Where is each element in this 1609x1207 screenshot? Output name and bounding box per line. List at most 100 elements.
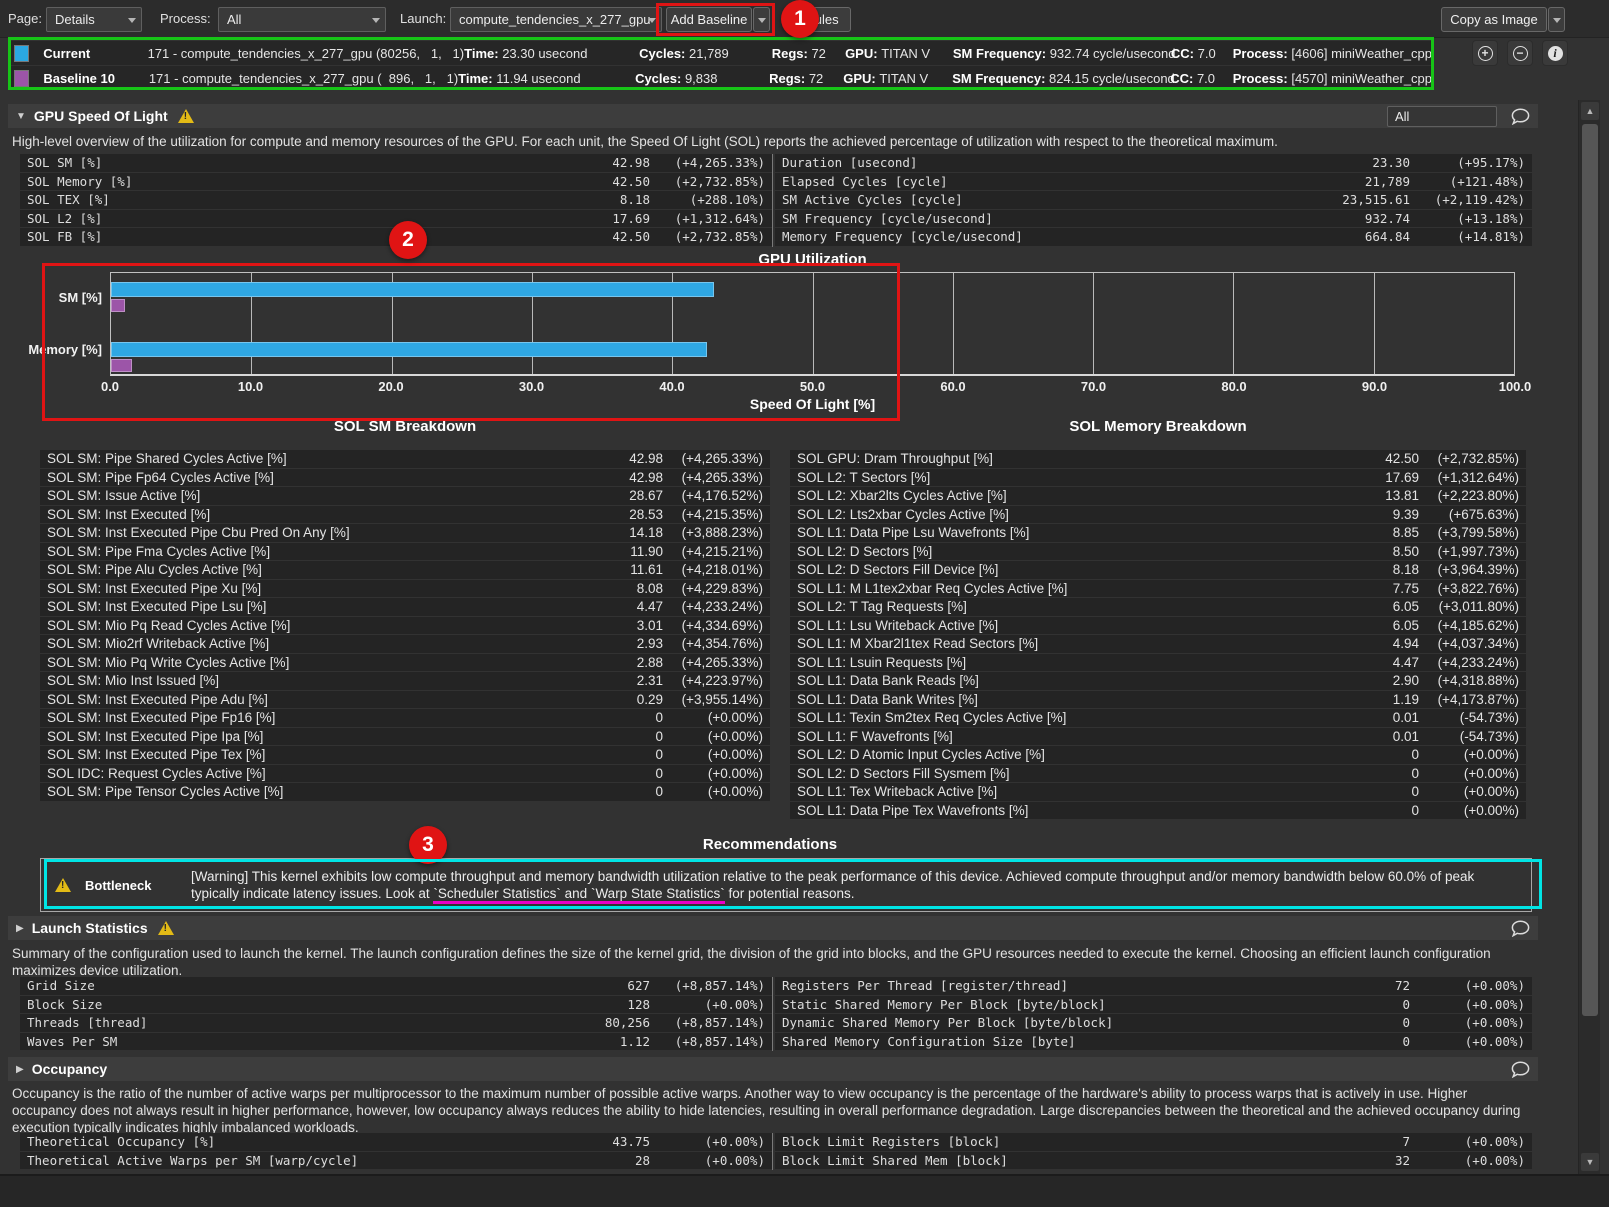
sm-frequency-value: 824.15 cycle/usecond <box>1049 70 1175 86</box>
comment-icon[interactable] <box>1511 919 1530 937</box>
table-row: Threads [thread] 80,256 (+8,857.14%) <box>20 1014 772 1032</box>
x-tick-label: 100.0 <box>1498 379 1532 394</box>
metric-value: 0.01 <box>1392 728 1419 744</box>
metric-name: SOL L2 [%] <box>27 210 103 226</box>
metric-name: Block Limit Registers [block] <box>782 1134 1001 1150</box>
comment-icon[interactable] <box>1511 1060 1530 1078</box>
table-row: Block Limit Registers [block] 7 (+0.00%) <box>775 1133 1532 1151</box>
metric-value: 42.98 <box>629 451 663 467</box>
page-label: Page: <box>8 11 42 26</box>
rules-label: Rules <box>805 12 839 27</box>
metric-name: Static Shared Memory Per Block [byte/blo… <box>782 996 1106 1012</box>
metric-name: SOL Memory [%] <box>27 173 133 189</box>
vertical-scrollbar[interactable]: ▲ ▼ <box>1578 100 1600 1174</box>
recommendations-title: Recommendations <box>702 836 838 853</box>
metric-value: 4.47 <box>1392 654 1419 670</box>
sol-filter-select[interactable]: All <box>1387 105 1497 127</box>
metric-name: Waves Per SM <box>27 1033 118 1049</box>
process-select[interactable]: All <box>218 7 386 32</box>
metric-change: (+3,964.39%) <box>1437 562 1519 578</box>
toolbar: Page: Details Process: All Launch: compu… <box>0 0 1609 38</box>
metric-name: SOL L2: D Sectors [%] <box>797 543 933 559</box>
sm-frequency-value: 932.74 cycle/usecond <box>1049 45 1176 61</box>
metric-change: (+4,265.33%) <box>674 155 765 171</box>
gpu-value: TITAN V <box>879 70 929 86</box>
metric-change: (+0.00%) <box>707 728 763 744</box>
metric-value: 11.90 <box>630 543 663 559</box>
metric-value: 23.30 <box>1372 155 1410 171</box>
table-row: SM Active Cycles [cycle] 23,515.61 (+2,119… <box>775 191 1532 209</box>
metric-change: (+4,223.97%) <box>681 673 763 689</box>
chart-plot <box>110 272 1515 376</box>
launch-select[interactable]: compute_tendencies_x_277_gpu <box>450 7 662 32</box>
scroll-up-button[interactable]: ▲ <box>1581 102 1599 120</box>
process-value: [4606] miniWeather_cpp <box>1291 45 1432 61</box>
metric-name: Registers Per Thread [register/thread] <box>782 978 1068 994</box>
x-tick-label: 50.0 <box>799 379 826 394</box>
metric-value: 0 <box>1402 1033 1410 1049</box>
metric-name: Dynamic Shared Memory Per Block [byte/bl… <box>782 1015 1114 1031</box>
metric-value: 0 <box>1402 996 1410 1012</box>
metric-change: (-54.73%) <box>1459 710 1519 726</box>
statistics-links[interactable]: `Scheduler Statistics` and `Warp State S… <box>433 886 725 904</box>
occupancy-table-left: Theoretical Occupancy [%] 43.75 (+0.00%) Th… <box>20 1133 772 1170</box>
table-row: SOL SM: Pipe Tensor Cycles Active [%] 0 (+… <box>40 783 770 801</box>
copy-as-image-dropdown-button[interactable] <box>1548 7 1565 32</box>
rules-button[interactable]: Rules <box>793 7 851 32</box>
metric-change: (+3,822.76%) <box>1437 580 1519 596</box>
metric-name: Block Limit Shared Mem [block] <box>782 1152 1008 1168</box>
section-header-occupancy[interactable]: ▶ Occupancy <box>8 1057 1538 1081</box>
metric-value: 0 <box>1411 784 1419 800</box>
metric-value: 1.12 <box>619 1033 650 1049</box>
regs-value: 72 <box>808 70 824 86</box>
add-baseline-button[interactable]: Add Baseline <box>666 7 752 32</box>
metric-name: SOL L1: Data Pipe Lsu Wavefronts [%] <box>797 525 1030 541</box>
metric-name: SOL SM: Issue Active [%] <box>47 488 201 504</box>
metric-value: 13.81 <box>1385 488 1419 504</box>
gridline <box>1233 273 1235 374</box>
copy-as-image-button[interactable]: Copy as Image <box>1441 7 1547 32</box>
metric-name: SOL L1: Data Pipe Tex Wavefronts [%] <box>797 802 1029 818</box>
metric-value: 11.61 <box>630 562 663 578</box>
comment-icon[interactable] <box>1511 107 1530 125</box>
sol-table-left: SOL SM [%] 42.98 (+4,265.33%) SOL Memory [%… <box>20 154 772 247</box>
metric-name: SOL SM: Inst Executed Pipe Lsu [%] <box>47 599 267 615</box>
table-row: SOL SM: Mio Pq Read Cycles Active [%] 3.0… <box>40 616 770 634</box>
metric-value: 28.53 <box>629 506 663 522</box>
chart-title: GPU Utilization <box>758 251 867 268</box>
metric-name: SOL SM: Inst Executed Pipe Xu [%] <box>47 580 262 596</box>
scroll-down-button[interactable]: ▼ <box>1581 1153 1599 1171</box>
chart-x-label: Speed Of Light [%] <box>749 396 876 412</box>
metric-value: 2.31 <box>636 673 663 689</box>
collapse-caret-icon[interactable]: ▼ <box>16 110 26 122</box>
section-header-launch-statistics[interactable]: ▶ Launch Statistics ! <box>8 916 1538 940</box>
zoom-out-button[interactable]: − <box>1507 40 1533 66</box>
add-baseline-dropdown-button[interactable] <box>753 7 770 32</box>
occupancy-description: Occupancy is the ratio of the number of … <box>12 1086 1521 1135</box>
baseline-10-row[interactable]: Baseline 10 171 - compute_tendencies_x_2… <box>10 66 1432 90</box>
section-header-gpu-speed-of-light[interactable]: ▼ GPU Speed Of Light ! All <box>8 104 1538 128</box>
current-row[interactable]: Current 171 - compute_tendencies_x_277_g… <box>10 41 1432 65</box>
x-tick-label: 20.0 <box>378 379 404 394</box>
metric-name: Block Size <box>27 996 103 1012</box>
metric-name: Grid Size <box>27 978 95 994</box>
table-row: SOL SM [%] 42.98 (+4,265.33%) <box>20 154 772 172</box>
scrollbar-thumb[interactable] <box>1582 124 1598 1016</box>
table-row: SOL IDC: Request Cycles Active [%] 0 (+0.0… <box>40 764 770 782</box>
table-row: SOL L1: Data Bank Writes [%] 1.19 (+4,173.… <box>790 690 1526 708</box>
chart-category-row <box>111 342 1514 393</box>
collapse-caret-icon[interactable]: ▶ <box>16 1063 24 1075</box>
metric-value: 2.93 <box>636 636 663 652</box>
table-row: Memory Frequency [cycle/usecond] 664.84 (+… <box>775 228 1532 246</box>
sm-frequency-label: SM Frequency: <box>952 70 1050 86</box>
zoom-in-button[interactable]: + <box>1472 40 1498 66</box>
metric-value: 80,256 <box>604 1015 650 1031</box>
collapse-caret-icon[interactable]: ▶ <box>16 922 24 934</box>
metric-name: SOL SM: Pipe Shared Cycles Active [%] <box>47 451 287 467</box>
metric-change: (+4,173.87%) <box>1437 691 1519 707</box>
metric-change: (+4,233.24%) <box>1437 654 1519 670</box>
metric-change: (+121.48%) <box>1449 173 1525 189</box>
info-button[interactable]: i <box>1542 40 1568 66</box>
metric-name: SOL TEX [%] <box>27 192 110 208</box>
page-select[interactable]: Details <box>46 7 142 32</box>
